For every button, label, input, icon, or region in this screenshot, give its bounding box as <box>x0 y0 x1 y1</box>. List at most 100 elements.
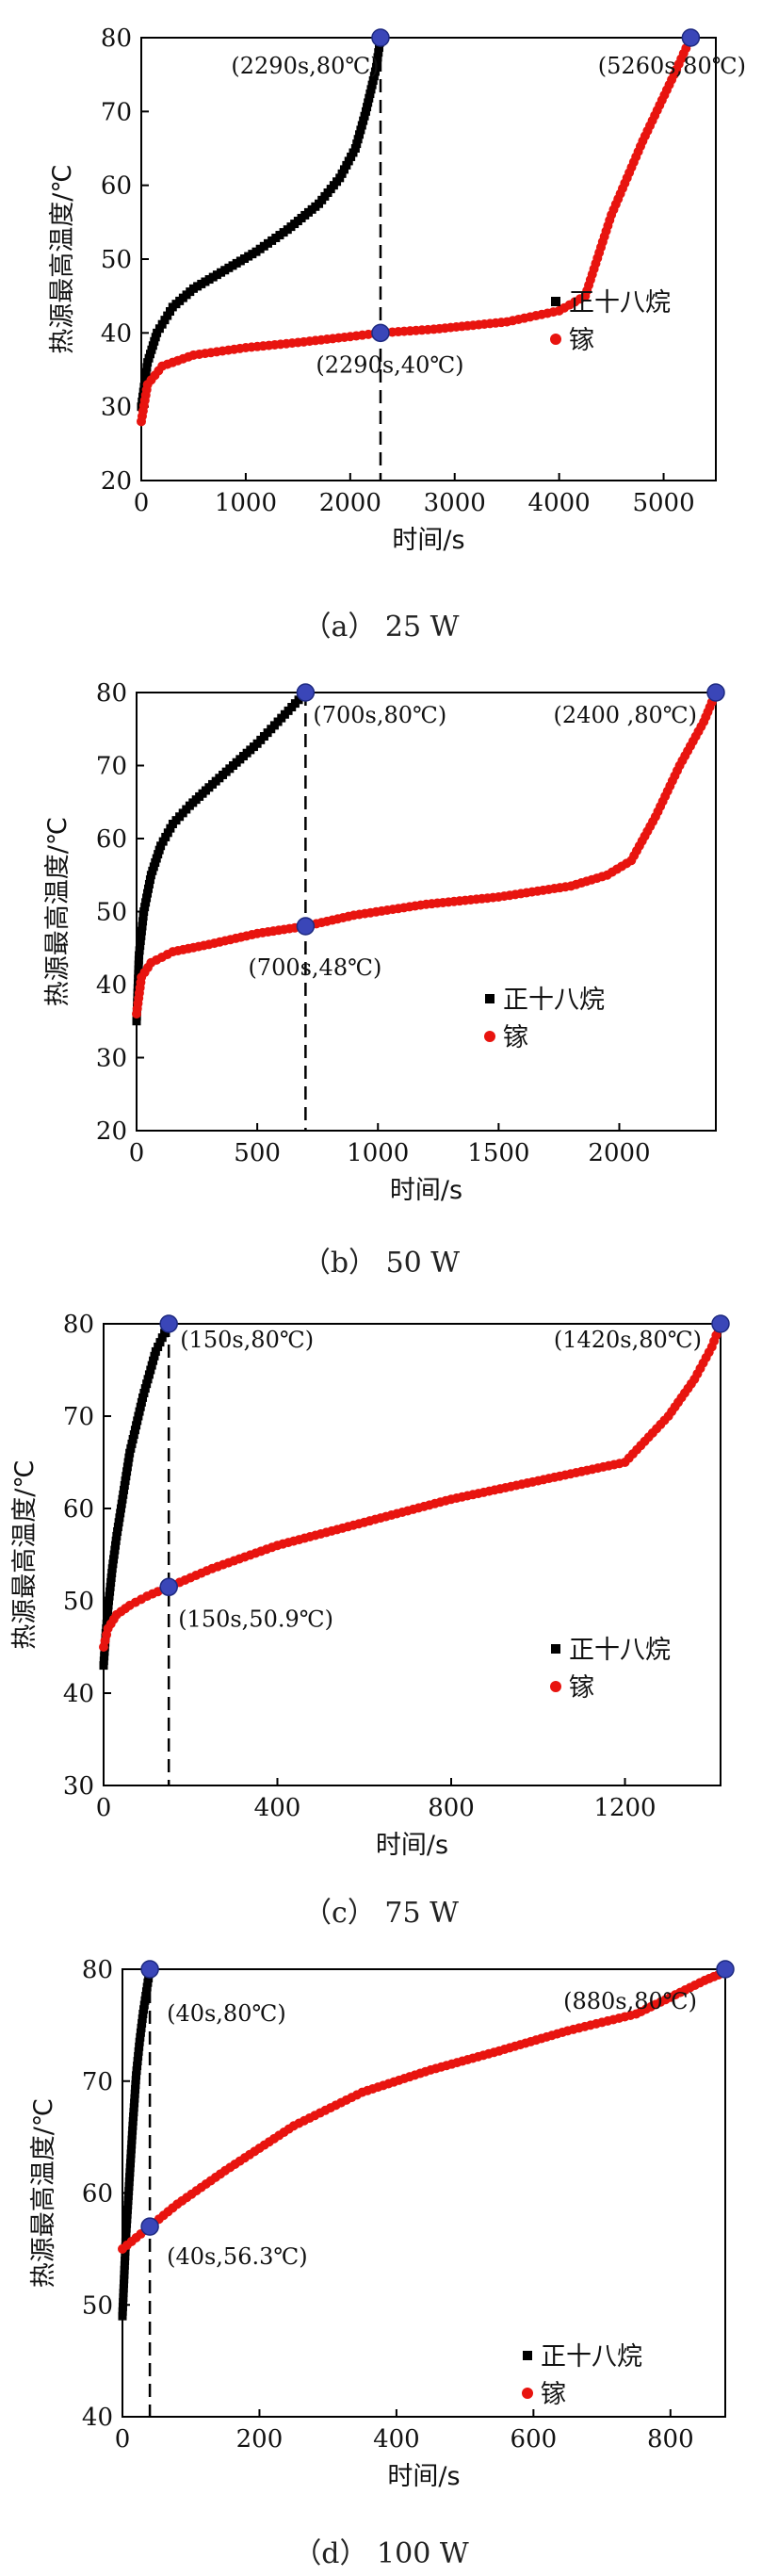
data-point <box>122 2228 131 2238</box>
data-point <box>126 1443 136 1453</box>
data-point <box>138 1393 148 1402</box>
data-point <box>109 1550 119 1559</box>
x-tick-label: 400 <box>373 2425 420 2454</box>
data-point <box>118 1494 127 1504</box>
data-point <box>104 1606 113 1615</box>
data-point <box>138 2010 148 2018</box>
chart-25w: 0 1000 2000 3000 4000 5000 20 30 40 50 60 70 80 时间/s 热… <box>48 24 746 555</box>
data-point <box>132 1017 141 1026</box>
data-point <box>135 951 144 960</box>
y-axis-label: 热源最高温度/℃ <box>29 2098 58 2288</box>
data-point <box>128 2116 138 2126</box>
series-gallium <box>132 688 721 1019</box>
data-point <box>145 875 154 885</box>
data-point <box>139 2005 149 2014</box>
data-point <box>127 2140 137 2149</box>
x-axis-label: 时间/s <box>376 1831 448 1860</box>
series-gallium <box>118 1965 730 2254</box>
data-point <box>134 965 143 974</box>
data-point <box>147 1361 156 1370</box>
data-point <box>124 1453 134 1462</box>
key-point-label: (1420s,80℃) <box>554 1327 702 1353</box>
x-tick-label: 2000 <box>319 489 381 517</box>
y-tick-label: 20 <box>101 467 132 496</box>
key-point-marker <box>140 1960 159 1979</box>
y-tick-label: 70 <box>82 2068 113 2096</box>
legend-symbol <box>551 1644 560 1654</box>
data-point <box>372 62 381 72</box>
data-point <box>120 1481 129 1490</box>
data-point <box>136 2032 145 2042</box>
data-point <box>130 1426 139 1435</box>
data-point <box>363 103 372 112</box>
data-point <box>122 2209 132 2219</box>
data-point <box>103 1610 112 1620</box>
data-point <box>373 53 382 62</box>
data-point <box>136 1402 145 1411</box>
data-point <box>125 1448 135 1458</box>
data-point <box>132 2071 141 2080</box>
chart-caption: （b） 50 W <box>301 1247 461 1280</box>
key-point-marker <box>716 1960 735 1979</box>
data-point <box>100 1652 109 1661</box>
legend-label: 正十八烷 <box>569 1636 671 1665</box>
data-point <box>113 1523 122 1532</box>
chart-caption: （d） 100 W <box>293 2537 469 2570</box>
data-point <box>104 1601 113 1610</box>
y-tick-label: 50 <box>101 246 132 274</box>
data-point <box>138 917 148 926</box>
legend-symbol <box>522 2388 533 2399</box>
legend-symbol <box>550 334 561 345</box>
data-point <box>142 1379 152 1389</box>
key-point-marker <box>296 917 316 936</box>
chart-100w: 0 200 400 600 800 40 50 60 70 80 时间/s 热源最高温度/℃ (40s,… <box>29 1956 735 2491</box>
data-point <box>374 48 383 57</box>
key-point-label: (2290s,40℃) <box>316 351 463 378</box>
x-axis-label: 时间/s <box>390 1176 462 1205</box>
data-point <box>137 931 146 940</box>
x-axis-label: 时间/s <box>392 526 464 555</box>
data-point <box>130 2089 139 2098</box>
data-point <box>119 2293 128 2303</box>
data-point <box>163 828 172 838</box>
data-point <box>160 1329 170 1338</box>
data-point <box>118 2302 127 2311</box>
y-tick-label: 70 <box>63 1403 94 1431</box>
data-point <box>99 1661 108 1671</box>
data-point <box>113 1527 122 1536</box>
data-point <box>117 1499 126 1508</box>
data-point <box>125 2168 135 2177</box>
data-point <box>123 2195 133 2205</box>
key-point-marker <box>711 1314 730 1333</box>
data-point <box>112 1531 122 1541</box>
data-point <box>116 1508 125 1518</box>
data-point <box>151 1346 160 1356</box>
data-point <box>119 2289 128 2298</box>
y-tick-label: 80 <box>101 24 132 53</box>
data-point <box>120 2260 129 2270</box>
data-point <box>120 2265 129 2274</box>
data-point <box>131 2084 140 2094</box>
series-octadecane <box>118 1965 154 2321</box>
data-point <box>130 2098 139 2108</box>
data-point <box>134 2046 143 2056</box>
y-axis-label: 热源最高温度/℃ <box>10 1459 40 1649</box>
data-point <box>139 2000 149 2010</box>
data-point <box>129 1430 138 1440</box>
data-point <box>105 1596 114 1606</box>
legend-label: 正十八烷 <box>541 2342 642 2372</box>
data-point <box>138 912 148 921</box>
data-point <box>135 946 144 955</box>
series-gallium <box>99 1319 725 1652</box>
data-point <box>144 879 154 889</box>
y-tick-label: 50 <box>82 2291 113 2320</box>
data-point <box>126 2154 136 2163</box>
data-point <box>355 130 365 139</box>
chart-panel-25w: 0 1000 2000 3000 4000 5000 20 30 40 50 60 70 80 时间/s 热… <box>0 0 762 660</box>
data-point <box>160 316 170 325</box>
data-point <box>118 2311 127 2321</box>
x-tick-label: 4000 <box>528 489 591 517</box>
data-point <box>359 116 368 125</box>
key-point-label: (40s,80℃) <box>167 2000 286 2027</box>
data-point <box>370 67 380 76</box>
